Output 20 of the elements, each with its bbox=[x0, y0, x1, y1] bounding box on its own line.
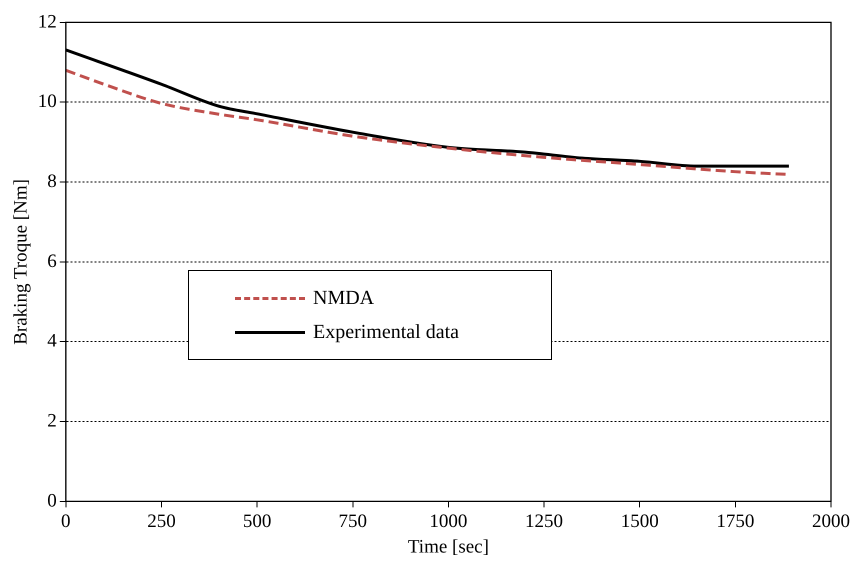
x-tick-label: 2000 bbox=[812, 510, 850, 532]
y-tick-label: 2 bbox=[47, 410, 57, 432]
y-tick-label: 4 bbox=[47, 330, 58, 352]
y-axis-title: Braking Troque [Nm] bbox=[10, 179, 32, 345]
x-axis-title: Time [sec] bbox=[408, 536, 489, 558]
x-tick-label: 1000 bbox=[429, 510, 468, 532]
x-tick-label: 500 bbox=[242, 510, 272, 532]
legend-label: Experimental data bbox=[313, 320, 460, 344]
x-tick-label: 1500 bbox=[620, 510, 659, 532]
y-tick-label: 10 bbox=[38, 91, 57, 112]
x-tick-label: 0 bbox=[61, 510, 71, 532]
y-tick-label: 12 bbox=[38, 11, 57, 32]
x-tick-label: 250 bbox=[147, 510, 176, 532]
y-tick-label: 6 bbox=[47, 250, 57, 272]
x-tick-label: 750 bbox=[338, 510, 367, 532]
y-tick-label: 0 bbox=[47, 490, 57, 512]
y-tick-label: 8 bbox=[47, 171, 57, 192]
x-tick-label: 1750 bbox=[716, 510, 754, 532]
legend-label: NMDA bbox=[313, 286, 374, 310]
x-tick-label: 1250 bbox=[525, 510, 564, 532]
